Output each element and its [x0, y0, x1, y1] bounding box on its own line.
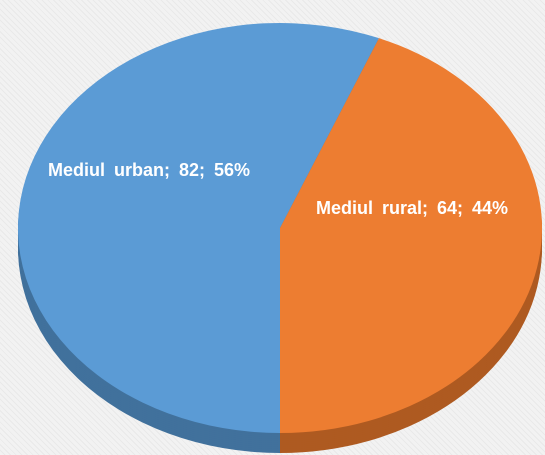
data-label: Mediul urban; 82; 56%	[48, 160, 251, 180]
slice	[17, 22, 379, 434]
slice	[280, 38, 542, 433]
data-label: Mediul rural; 64; 44%	[316, 198, 509, 218]
